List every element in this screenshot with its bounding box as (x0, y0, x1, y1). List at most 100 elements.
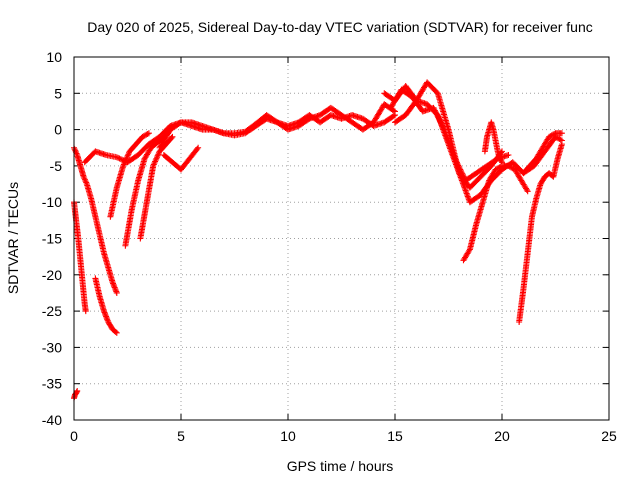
track-marker (523, 185, 530, 192)
track-marker (554, 157, 561, 164)
track-marker (465, 249, 472, 256)
series-track-n (460, 162, 531, 264)
track-marker (87, 194, 94, 201)
track-marker (453, 159, 460, 166)
track-marker (250, 122, 257, 129)
track-marker (336, 110, 343, 117)
track-marker (516, 174, 523, 181)
track-marker (490, 125, 497, 132)
track-marker (460, 173, 467, 180)
x-tick-label: 0 (70, 428, 78, 444)
track-marker (439, 123, 446, 130)
track-marker (131, 143, 138, 150)
track-marker (456, 165, 463, 172)
track-marker (432, 108, 439, 115)
track-marker (432, 88, 439, 95)
track-marker (492, 157, 499, 164)
track-marker (100, 306, 107, 313)
track-marker (271, 117, 278, 124)
track-marker (143, 131, 150, 138)
track-marker (454, 161, 461, 168)
track-marker (490, 169, 497, 176)
track-marker (73, 150, 80, 157)
track-marker (475, 175, 482, 182)
track-marker (472, 222, 479, 229)
track-marker (483, 135, 490, 142)
track-marker (282, 124, 289, 131)
track-marker (459, 170, 466, 177)
x-tick-label: 15 (387, 428, 403, 444)
track-marker (431, 106, 438, 113)
track-marker (451, 154, 458, 161)
track-marker (556, 136, 563, 143)
track-marker (208, 126, 215, 133)
track-marker (108, 323, 115, 330)
y-tick-label: -40 (42, 412, 62, 428)
track-marker (455, 163, 462, 170)
track-marker (558, 142, 565, 149)
y-tick-label: 10 (46, 49, 62, 65)
track-marker (128, 207, 135, 214)
track-marker (184, 158, 191, 165)
y-tick-label: -20 (42, 267, 62, 283)
track-marker (149, 164, 156, 171)
x-axis-title: GPS time / hours (287, 458, 394, 474)
track-marker (436, 117, 443, 124)
track-marker (544, 136, 551, 143)
track-marker (119, 164, 126, 171)
track-marker (198, 122, 205, 129)
track-marker (77, 161, 84, 168)
track-marker (498, 158, 505, 165)
track-marker (346, 117, 353, 124)
plot-frame (73, 56, 610, 421)
series-track-j (160, 144, 202, 173)
track-marker (457, 166, 464, 173)
track-marker (433, 111, 440, 118)
track-marker (481, 164, 488, 171)
track-marker (175, 164, 182, 171)
series-track-f (122, 130, 172, 249)
track-marker (492, 135, 499, 142)
track-marker (475, 193, 482, 200)
track-marker (433, 110, 440, 117)
track-marker (165, 129, 172, 136)
track-marker (431, 107, 438, 114)
track-marker (458, 169, 465, 176)
track-marker (240, 128, 247, 135)
track-marker (176, 120, 183, 127)
track-marker (104, 263, 111, 270)
track-marker (193, 147, 200, 154)
y-tick-label: -10 (42, 194, 62, 210)
track-marker (557, 130, 564, 137)
track-marker (141, 157, 148, 164)
track-marker (466, 247, 473, 254)
track-marker (168, 134, 175, 141)
track-marker (537, 182, 544, 189)
track-marker (175, 120, 182, 127)
x-tick-label: 20 (494, 428, 510, 444)
track-marker (104, 317, 111, 324)
y-tick-label: -15 (42, 231, 62, 247)
track-marker (112, 328, 119, 335)
track-marker (90, 150, 97, 157)
track-marker (439, 122, 446, 129)
track-marker (459, 171, 466, 178)
x-tick-label: 5 (177, 428, 185, 444)
track-marker (400, 113, 407, 120)
series-track-d (71, 387, 81, 402)
track-marker (494, 146, 501, 153)
track-marker (434, 112, 441, 119)
track-marker (479, 200, 486, 207)
track-marker (455, 162, 462, 169)
x-tick-label: 10 (280, 428, 296, 444)
track-marker (437, 118, 444, 125)
track-marker (146, 147, 153, 154)
track-marker (524, 164, 531, 171)
track-marker (457, 167, 464, 174)
track-marker (453, 158, 460, 165)
series-track-e (107, 130, 152, 220)
track-marker (92, 212, 99, 219)
series-track-q (520, 130, 565, 177)
track-marker (497, 156, 504, 163)
